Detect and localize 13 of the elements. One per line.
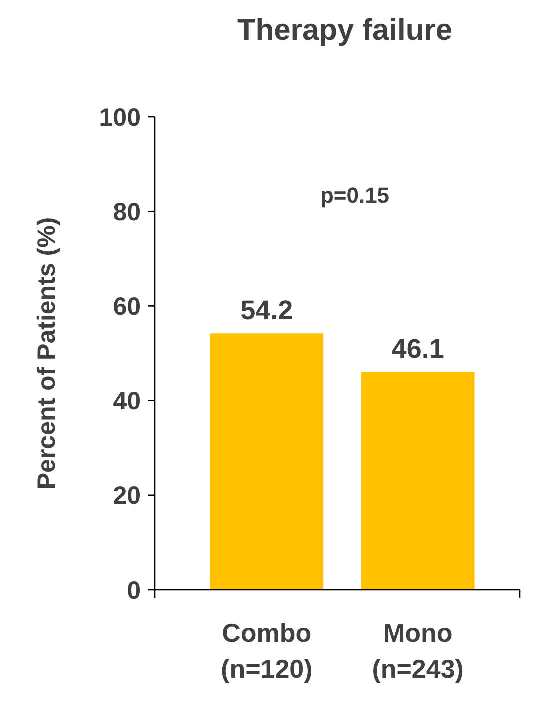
y-tick-label: 80 [113,198,141,226]
y-tick-label: 100 [99,104,141,132]
x-tick-label: Combo (n=120) [221,618,313,684]
y-tick-label: 0 [127,576,141,605]
data-label: 54.2 [240,296,294,326]
y-tick-label: 20 [113,482,141,510]
y-tick-label: 60 [113,292,141,321]
x-tick-label: Mono (n=243) [372,618,464,684]
chart-title: Therapy failure [237,14,453,47]
y-tick-label: 40 [113,388,141,416]
y-axis-title: Percent of Patients (%) [33,217,61,490]
data-label: 46.1 [392,334,444,364]
annotation: p=0.15 [320,183,390,208]
